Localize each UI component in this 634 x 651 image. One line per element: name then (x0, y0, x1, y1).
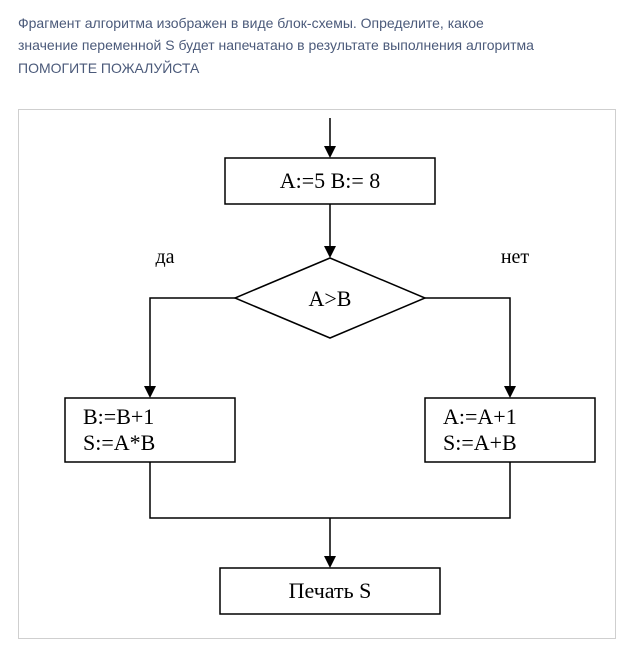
edge-yes-merge (150, 462, 330, 518)
node-yes-l1: B:=B+1 (83, 404, 154, 429)
question-line2: значение переменной S будет напечатано в… (18, 37, 534, 53)
label-yes: да (155, 246, 174, 268)
arrow-cond-yes (144, 386, 156, 398)
edge-no-merge (330, 462, 510, 518)
node-no-l1: A:=A+1 (443, 404, 517, 429)
node-no-l2: S:=A+B (443, 430, 517, 455)
edge-cond-yes (150, 298, 235, 392)
label-no: нет (501, 246, 530, 268)
node-yes-l2: S:=A*B (83, 430, 155, 455)
arrow-cond-no (504, 386, 516, 398)
flowchart-svg: A:=5 B:= 8 A>B да нет B:=B+1 S:=A*B A:=A… (25, 118, 615, 638)
arrow-init-cond (324, 246, 336, 258)
question-line1: Фрагмент алгоритма изображен в виде блок… (18, 15, 484, 31)
flowchart-container: A:=5 B:= 8 A>B да нет B:=B+1 S:=A*B A:=A… (18, 109, 616, 639)
node-output-text: Печать S (289, 578, 372, 603)
edge-cond-no (425, 298, 510, 392)
arrow-entry (324, 146, 336, 158)
question-line3: ПОМОГИТЕ ПОЖАЛУЙСТА (18, 60, 199, 76)
arrow-merge-output (324, 556, 336, 568)
node-init-text: A:=5 B:= 8 (280, 168, 381, 193)
node-cond-text: A>B (309, 286, 352, 311)
question-text: Фрагмент алгоритма изображен в виде блок… (18, 12, 616, 79)
